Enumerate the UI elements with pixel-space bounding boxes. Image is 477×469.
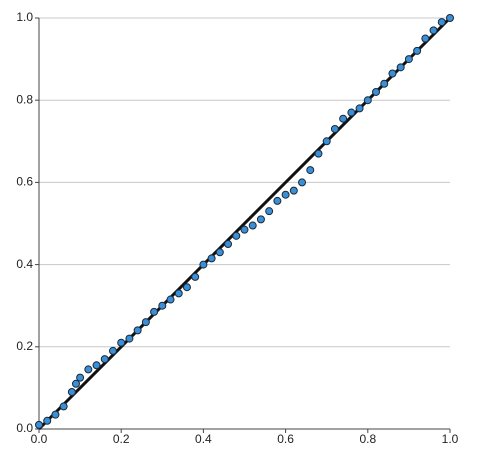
point: [289, 186, 298, 195]
point: [158, 301, 167, 310]
point: [199, 260, 208, 269]
point: [372, 87, 381, 96]
point: [166, 295, 175, 304]
point: [404, 55, 413, 64]
point: [322, 137, 331, 146]
point: [150, 307, 159, 316]
point: [76, 373, 85, 382]
x-tick-label: 0.0: [31, 432, 48, 446]
x-tick-label: 0.8: [359, 432, 376, 446]
point: [339, 114, 348, 123]
point: [71, 379, 80, 388]
point: [314, 149, 323, 158]
point: [421, 34, 430, 43]
point: [306, 166, 315, 175]
y-tick-label: 0.6: [16, 175, 33, 189]
point: [191, 272, 200, 281]
point: [51, 410, 60, 419]
point: [413, 46, 422, 55]
point: [59, 402, 68, 411]
point: [388, 69, 397, 78]
point: [248, 221, 257, 230]
point: [182, 283, 191, 292]
point: [215, 248, 224, 257]
point: [446, 14, 454, 22]
point: [437, 18, 446, 27]
y-tick-label: 0.4: [16, 257, 33, 271]
point: [100, 355, 109, 364]
point: [281, 190, 290, 199]
point: [273, 196, 282, 205]
point: [35, 420, 43, 429]
point: [108, 346, 117, 355]
point: [380, 79, 389, 88]
point: [363, 96, 372, 105]
point: [92, 361, 101, 370]
y-tick-label: 0.8: [16, 92, 33, 106]
y-tick-label: 0.2: [16, 339, 33, 353]
point: [330, 124, 339, 133]
point: [125, 334, 134, 343]
y-tick-label: 1.0: [16, 10, 33, 24]
reference-line: [37, 16, 452, 431]
x-tick-label: 0.6: [277, 432, 294, 446]
point: [117, 338, 126, 347]
x-tick-label: 0.2: [113, 432, 130, 446]
point: [207, 254, 216, 263]
point: [232, 231, 241, 240]
point: [265, 207, 274, 216]
point: [84, 365, 93, 374]
point: [256, 215, 265, 224]
point: [141, 318, 150, 327]
point: [174, 289, 183, 298]
point: [67, 388, 76, 397]
point: [429, 26, 438, 35]
x-tick-label: 0.4: [195, 432, 212, 446]
point: [133, 326, 142, 335]
point: [298, 178, 307, 187]
point: [396, 63, 405, 72]
point: [347, 108, 356, 117]
point: [43, 416, 52, 425]
point: [355, 104, 364, 113]
y-tick-label: 0.0: [16, 421, 33, 435]
x-tick-label: 1.0: [442, 432, 459, 446]
point: [224, 240, 233, 249]
point: [240, 225, 249, 234]
